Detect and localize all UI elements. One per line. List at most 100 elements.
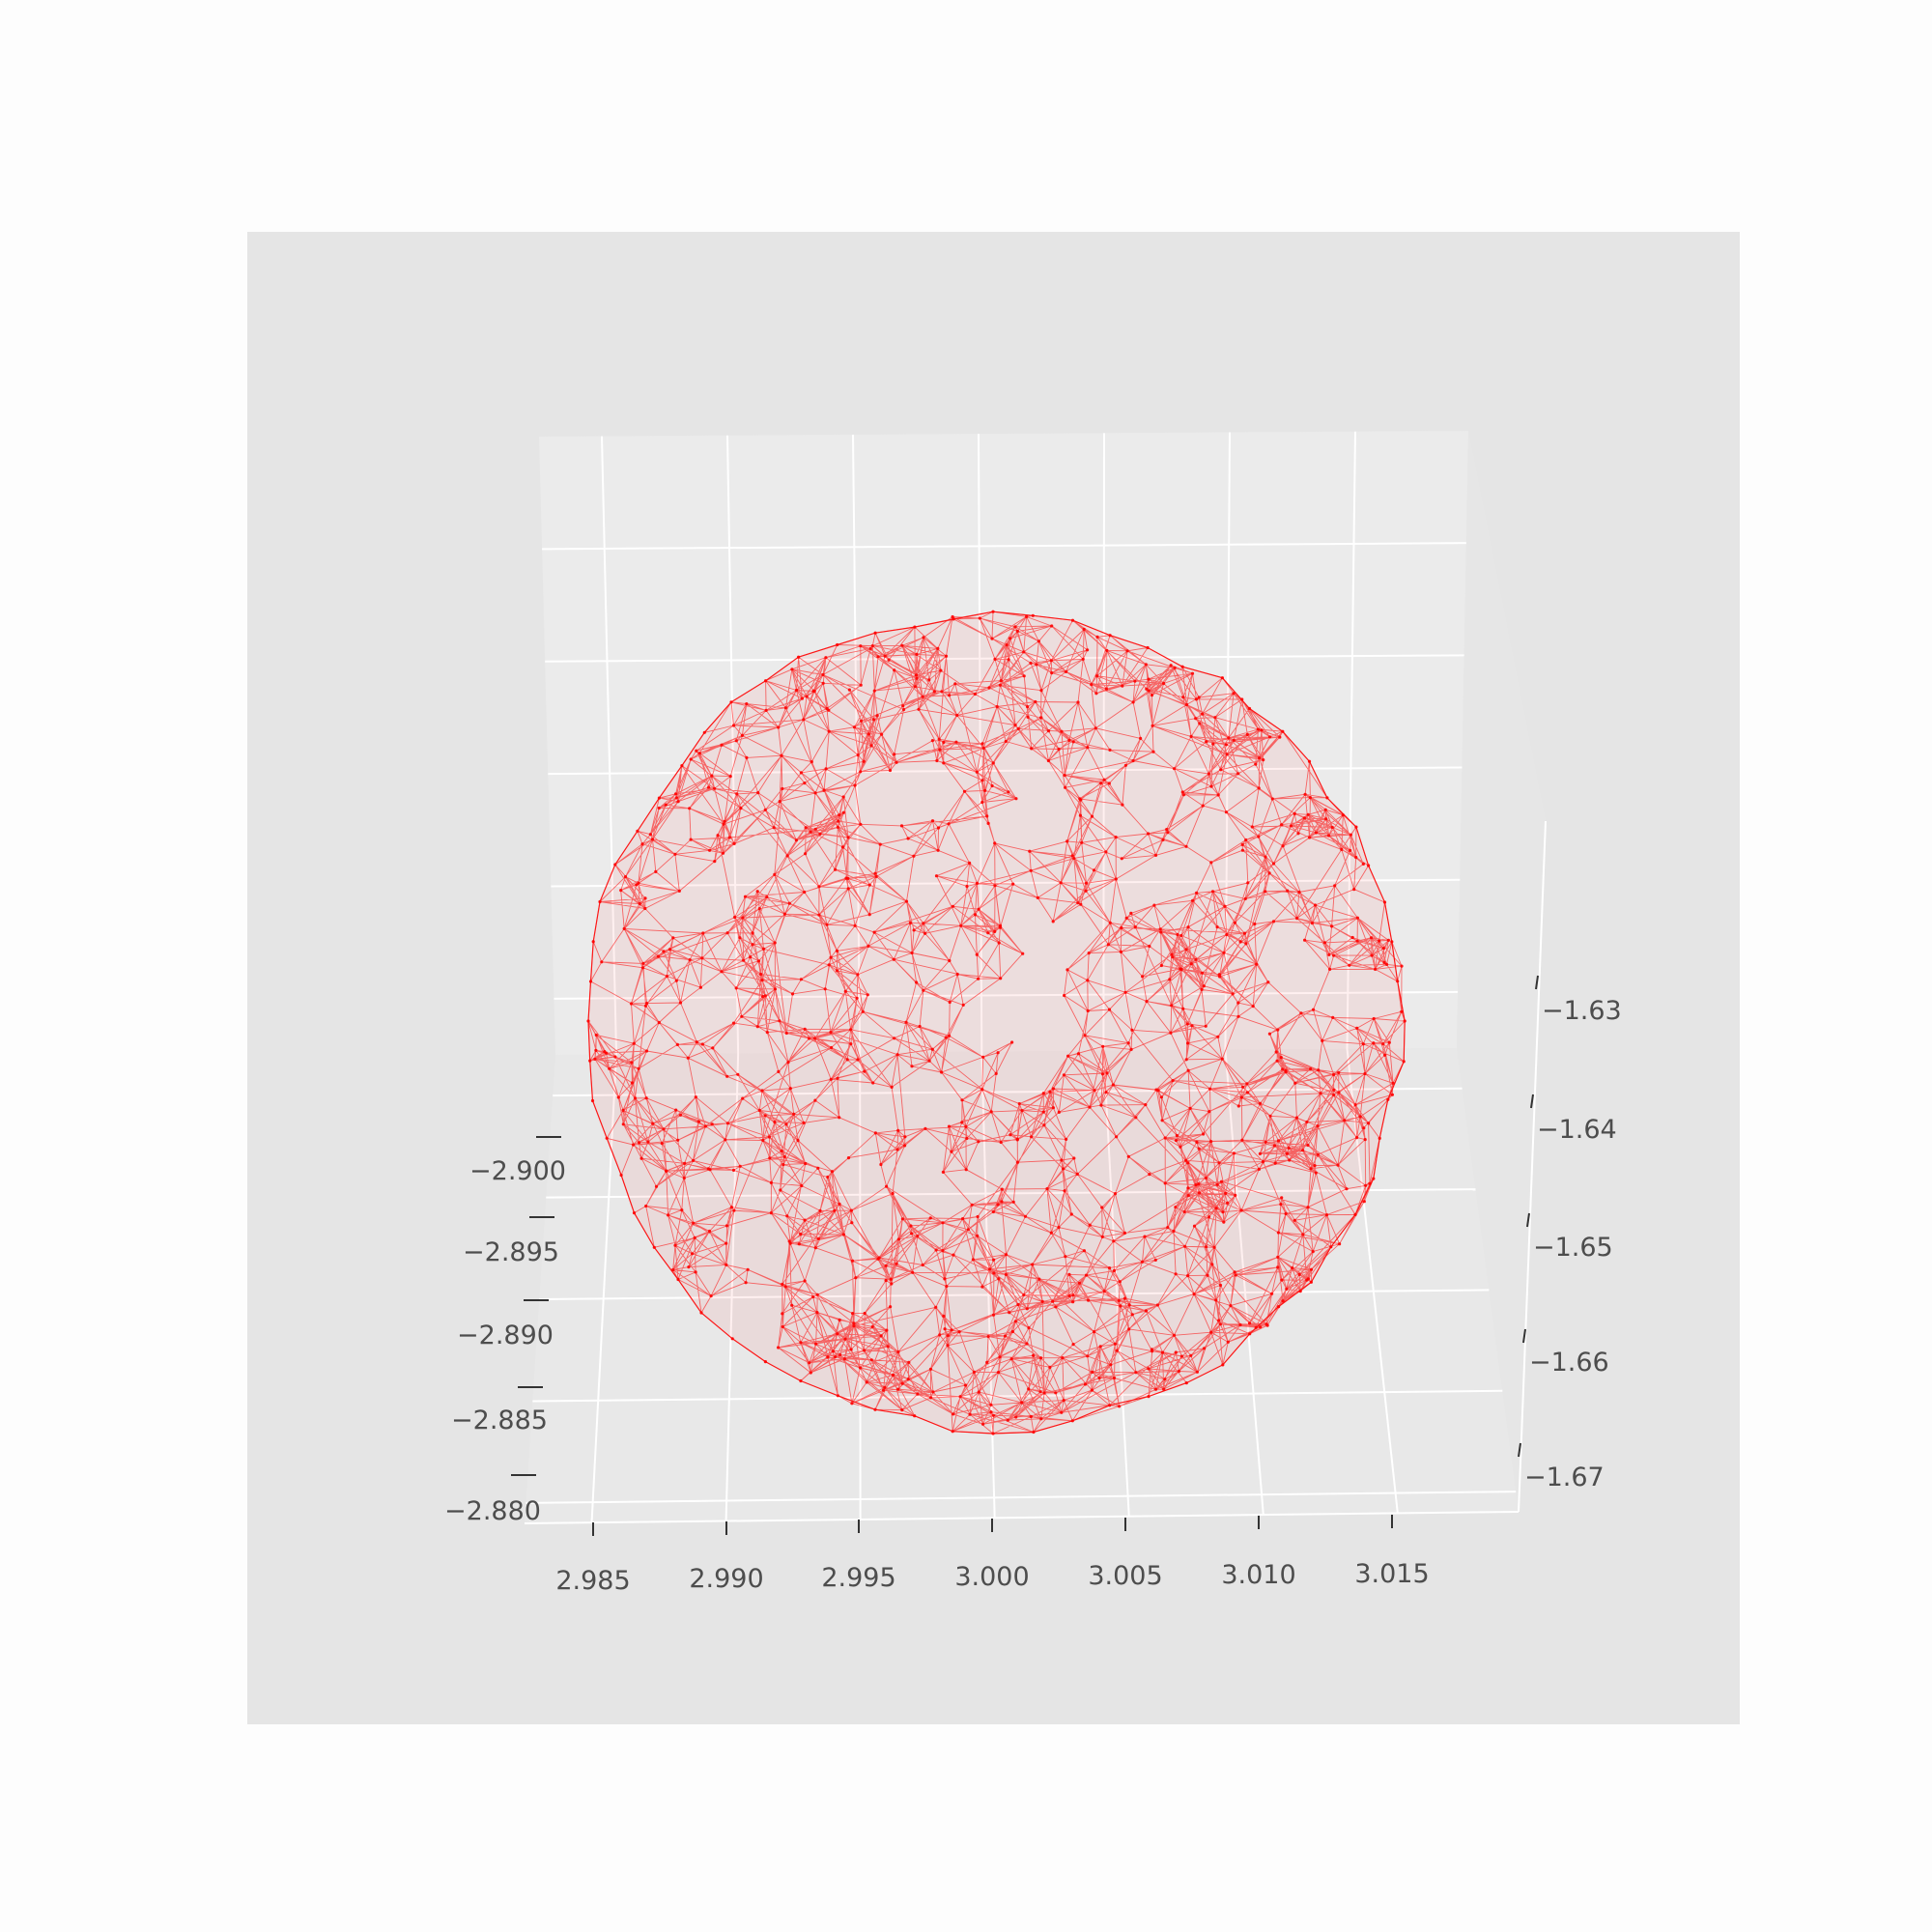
mesh-vertex [943, 1277, 947, 1281]
mesh-vertex [1309, 1066, 1313, 1071]
mesh-vertex [763, 808, 767, 812]
mesh-vertex [900, 1217, 905, 1221]
mesh-vertex [1276, 1028, 1280, 1032]
mesh-vertex [1238, 940, 1242, 944]
mesh-vertex [874, 874, 878, 879]
mesh-vertex [1087, 952, 1091, 955]
mesh-vertex [781, 1312, 784, 1316]
mesh-vertex [1069, 1212, 1073, 1216]
mesh-vertex [1205, 740, 1208, 744]
y-grid-line [532, 1389, 1503, 1403]
mesh-vertex [947, 1124, 952, 1128]
x-grid-line [590, 436, 618, 1523]
mesh-vertex [1173, 666, 1177, 670]
mesh-vertex [908, 921, 913, 925]
mesh-vertex [1238, 1322, 1242, 1327]
mesh-vertex [883, 1385, 887, 1389]
mesh-vertex [1209, 1140, 1213, 1144]
mesh-vertex [665, 975, 669, 979]
mesh-vertex [667, 1213, 670, 1217]
mesh-vertex [1308, 836, 1312, 839]
mesh-vertex [1221, 1363, 1225, 1367]
mesh-vertex [1075, 1172, 1079, 1176]
mesh-vertex [865, 1380, 868, 1384]
mesh-vertex [777, 1346, 781, 1350]
mesh-vertex [711, 1046, 715, 1050]
mesh-vertex [1013, 625, 1017, 629]
mesh-vertex [830, 1170, 835, 1174]
mesh-vertex [1184, 702, 1189, 707]
side-pane [1457, 431, 1546, 1512]
mesh-vertex [889, 1277, 893, 1281]
mesh-vertex [1310, 922, 1314, 925]
mesh-vertex [720, 743, 724, 747]
mesh-vertex [623, 875, 628, 879]
mesh-vertex [1306, 1206, 1310, 1209]
mesh-vertex [1390, 1093, 1394, 1096]
mesh-vertex [1022, 650, 1026, 654]
mesh-vertex [1188, 1106, 1192, 1110]
mesh-vertex [896, 1387, 900, 1391]
z-axis-line [1518, 820, 1547, 1513]
mesh-vertex [586, 1019, 590, 1023]
mesh-vertex [922, 922, 925, 925]
mesh-vertex [756, 791, 760, 795]
mesh-vertex [1337, 1070, 1341, 1074]
mesh-vertex [859, 683, 863, 687]
mesh-vertex [773, 941, 777, 945]
mesh-vertex [1113, 1192, 1118, 1196]
mesh-vertex [654, 869, 658, 874]
mesh-vertex [851, 1312, 855, 1316]
mesh-vertex [1212, 1245, 1216, 1249]
mesh-vertex [1374, 967, 1378, 972]
mesh-vertex [1105, 648, 1109, 653]
mesh-vertex [637, 881, 640, 885]
mesh-vertex [1134, 1371, 1138, 1375]
mesh-vertex [1015, 1137, 1019, 1141]
mesh-vertex [709, 1294, 713, 1298]
mesh-vertex [1042, 1391, 1046, 1395]
mesh-vertex [837, 819, 840, 823]
mesh-vertex [1160, 1119, 1164, 1122]
mesh-vertex [1172, 1229, 1176, 1233]
mesh-vertex [1126, 1041, 1130, 1045]
mesh-vertex [1184, 948, 1188, 952]
mesh-vertex [1281, 844, 1285, 848]
mesh-vertex [735, 792, 739, 796]
mesh-vertex [955, 972, 959, 977]
mesh-vertex [883, 654, 887, 658]
mesh-vertex [1236, 1014, 1240, 1018]
mesh-vertex [895, 1148, 899, 1151]
mesh-vertex [724, 1241, 728, 1245]
mesh-vertex [841, 1233, 846, 1236]
mesh-vertex [1040, 1299, 1044, 1303]
mesh-vertex [1066, 1054, 1070, 1058]
mesh-vertex [1361, 862, 1365, 867]
mesh-vertex [1340, 847, 1344, 852]
back-pane [539, 431, 1468, 1055]
mesh-vertex [1102, 778, 1106, 781]
mesh-vertex [961, 1003, 965, 1007]
mesh-vertex [991, 761, 995, 765]
mesh-vertex [633, 1096, 638, 1100]
mesh-vertex [1030, 747, 1034, 751]
mesh-vertex [998, 683, 1002, 687]
mesh-vertex [1362, 1200, 1366, 1204]
mesh-vertex [1097, 1376, 1101, 1380]
mesh-vertex [1248, 1332, 1252, 1336]
mesh-vertex [1004, 1272, 1008, 1276]
mesh-vertex [1174, 1206, 1178, 1209]
mesh-vertex [1246, 881, 1250, 885]
mesh-vertex [1051, 1106, 1055, 1110]
mesh-vertex [964, 1124, 968, 1128]
mesh-vertex [975, 881, 980, 886]
mesh-vertex [1161, 838, 1165, 842]
mesh-vertex [741, 1096, 745, 1100]
mesh-vertex [732, 1208, 736, 1212]
mesh-vertex [1331, 1015, 1335, 1019]
mesh-vertex [1083, 1382, 1088, 1386]
mesh-vertex [1107, 1266, 1112, 1270]
mesh-vertex [1114, 836, 1118, 839]
mesh-vertex [1217, 1319, 1221, 1322]
mesh-vertex [992, 1258, 996, 1262]
